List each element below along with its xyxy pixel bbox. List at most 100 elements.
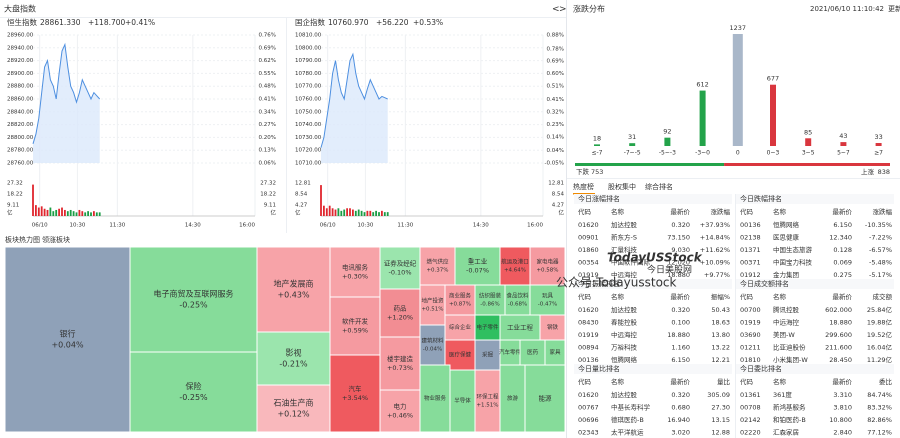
- heatmap-block[interactable]: [419, 284, 446, 326]
- table-cell[interactable]: 加达控股: [611, 220, 638, 229]
- volume-bar: [331, 208, 334, 216]
- table-cell[interactable]: 太平洋航运: [611, 428, 644, 437]
- table-cell[interactable]: 01620: [578, 391, 599, 399]
- table-cell[interactable]: 01211: [740, 344, 761, 352]
- table-cell[interactable]: 美团-W: [773, 330, 795, 339]
- table-cell[interactable]: 万裕科技: [611, 343, 638, 352]
- heatmap-block[interactable]: [524, 364, 566, 433]
- heatmap-block[interactable]: [504, 284, 531, 316]
- table-cell[interactable]: 中国宝力科技: [773, 258, 813, 267]
- block-name: 地产投资: [421, 297, 444, 305]
- heatmap-block[interactable]: [499, 246, 531, 286]
- table-cell[interactable]: 00354: [578, 259, 599, 267]
- column-header: 代码: [578, 207, 592, 216]
- table-cell[interactable]: 00136: [578, 356, 599, 364]
- heatmap-block[interactable]: [444, 284, 476, 316]
- heatmap-block[interactable]: [379, 336, 421, 391]
- table-cell[interactable]: 02138: [740, 234, 761, 242]
- table-cell[interactable]: 00894: [578, 344, 599, 352]
- table-cell[interactable]: 德琪医药-B: [611, 415, 644, 424]
- heatmap-block[interactable]: [256, 246, 331, 333]
- table-cell[interactable]: 01361: [740, 391, 761, 399]
- block-name: 楼宇建造: [387, 354, 414, 363]
- table-cell[interactable]: 比亚迪股份: [773, 343, 806, 352]
- ranking-tab[interactable]: 热度榜: [573, 182, 594, 191]
- table-cell[interactable]: 00708: [740, 404, 761, 412]
- heatmap-block[interactable]: [379, 389, 421, 433]
- heatmap-block[interactable]: [499, 314, 541, 341]
- table-cell[interactable]: 01919: [578, 271, 599, 279]
- table-cell[interactable]: 01912: [740, 271, 761, 279]
- heatmap-block[interactable]: [256, 384, 331, 433]
- ranking-tab[interactable]: 综合排名: [645, 182, 673, 191]
- table-cell[interactable]: 00371: [740, 259, 761, 267]
- table-cell[interactable]: 01620: [578, 306, 599, 314]
- table-cell[interactable]: 中国软件国际: [611, 258, 651, 267]
- heatmap-block[interactable]: [419, 246, 456, 286]
- volume-unit: 亿: [270, 209, 276, 217]
- table-cell[interactable]: 金力集团: [773, 270, 799, 279]
- table-cell[interactable]: 汇森家居: [773, 428, 800, 437]
- table-cell[interactable]: 02220: [740, 429, 761, 437]
- heatmap-block[interactable]: [529, 284, 566, 316]
- table-cell[interactable]: 361度: [773, 390, 792, 399]
- table-cell[interactable]: 医思健康: [773, 233, 800, 242]
- table-cell[interactable]: 恒腾网络: [773, 220, 800, 229]
- table-cell[interactable]: 小米集团-W: [773, 355, 808, 364]
- next-button[interactable]: >: [559, 5, 567, 15]
- table-cell[interactable]: 春能控股: [611, 318, 638, 327]
- heatmap-tab[interactable]: 领涨板块: [42, 235, 70, 244]
- ranking-tab[interactable]: 股权集中: [608, 182, 636, 191]
- table-cell[interactable]: 新鸿基服务: [773, 403, 806, 412]
- table-cell[interactable]: 中远海控: [611, 270, 638, 279]
- table-cell[interactable]: 汇量科技: [611, 245, 638, 254]
- table-cell[interactable]: 02142: [740, 416, 761, 424]
- table-cell[interactable]: 00700: [740, 306, 761, 314]
- table-cell[interactable]: 01371: [740, 246, 761, 254]
- table-cell[interactable]: 加达控股: [611, 305, 638, 314]
- table-cell[interactable]: 01620: [578, 221, 599, 229]
- heatmap-block[interactable]: [129, 246, 258, 353]
- table-cell[interactable]: 腾讯控股: [773, 305, 800, 314]
- heatmap-block[interactable]: [379, 246, 421, 290]
- heatmap-block[interactable]: [129, 351, 258, 433]
- block-name: 玩具: [542, 293, 554, 300]
- heatmap-block[interactable]: [474, 369, 501, 433]
- table-cell[interactable]: 01919: [578, 331, 599, 339]
- prev-button[interactable]: <: [552, 5, 560, 15]
- heatmap-block[interactable]: [449, 369, 476, 433]
- index-name: 恒生指数: [7, 17, 37, 27]
- heatmap-block[interactable]: [529, 246, 566, 286]
- table-cell[interactable]: 02343: [578, 429, 599, 437]
- table-cell[interactable]: 01860: [578, 246, 599, 254]
- table-cell[interactable]: 03690: [740, 331, 761, 339]
- table-cell[interactable]: 新东方-S: [611, 233, 637, 242]
- table-cell[interactable]: 00767: [578, 404, 599, 412]
- heatmap-block[interactable]: [499, 364, 526, 433]
- heatmap-block[interactable]: [419, 324, 446, 366]
- table-cell[interactable]: 00696: [578, 416, 599, 424]
- table-cell[interactable]: 00901: [578, 234, 599, 242]
- block-name: 地产发展商: [274, 278, 314, 288]
- heatmap-tab[interactable]: 板块热力图: [5, 235, 40, 244]
- table-cell[interactable]: 01810: [740, 356, 761, 364]
- heatmap-block[interactable]: [474, 284, 506, 316]
- column-header: 最新价: [833, 207, 853, 216]
- refresh-button[interactable]: 更新: [888, 4, 900, 13]
- table-cell[interactable]: 加达控股: [611, 390, 638, 399]
- table-cell[interactable]: 恒腾网络: [611, 355, 638, 364]
- table-cell[interactable]: 中远海控: [611, 330, 638, 339]
- table-cell[interactable]: 中国生态旅游: [773, 245, 813, 254]
- heatmap-block[interactable]: [419, 364, 451, 433]
- table-cell[interactable]: 00136: [740, 221, 761, 229]
- table-cell[interactable]: 01919: [740, 319, 761, 327]
- heatmap-block[interactable]: [256, 331, 331, 386]
- table-cell[interactable]: 中远海控: [773, 318, 800, 327]
- table-cell[interactable]: 中基长寿科学: [611, 403, 651, 412]
- table-cell[interactable]: 08430: [578, 319, 599, 327]
- heatmap-block[interactable]: [444, 314, 476, 341]
- heatmap-block[interactable]: [4, 246, 131, 433]
- table-cell: 18.880: [667, 271, 690, 279]
- volume-bar: [43, 208, 46, 216]
- table-cell[interactable]: 和铂医药-B: [773, 415, 806, 424]
